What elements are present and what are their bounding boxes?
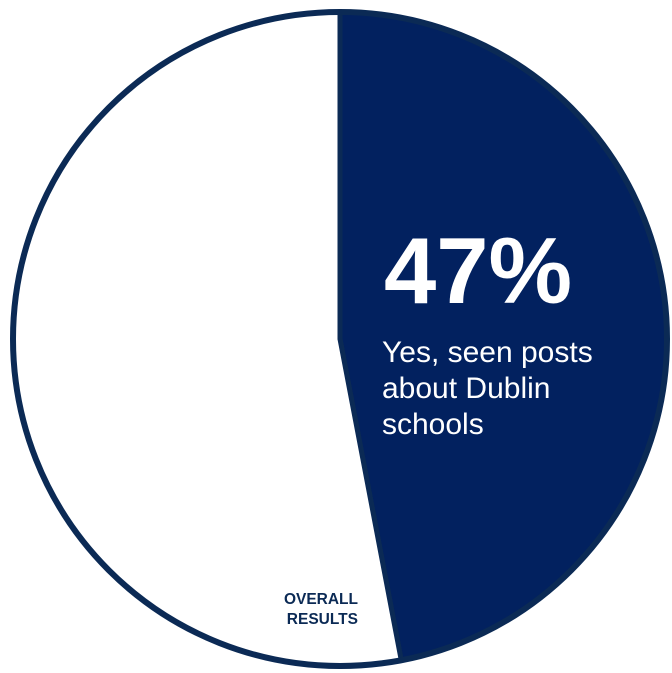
overall-results-label-line-2: RESULTS bbox=[287, 611, 358, 628]
overall-results-label-line-1: OVERALL bbox=[284, 591, 358, 608]
slice-label-line-1: Yes, seen posts bbox=[382, 336, 593, 369]
slice-value-label: 47% bbox=[384, 218, 572, 323]
pie-outline bbox=[10, 9, 670, 669]
slice-label-line-2: about Dublin bbox=[382, 372, 550, 405]
slice-label-line-3: schools bbox=[382, 408, 484, 441]
